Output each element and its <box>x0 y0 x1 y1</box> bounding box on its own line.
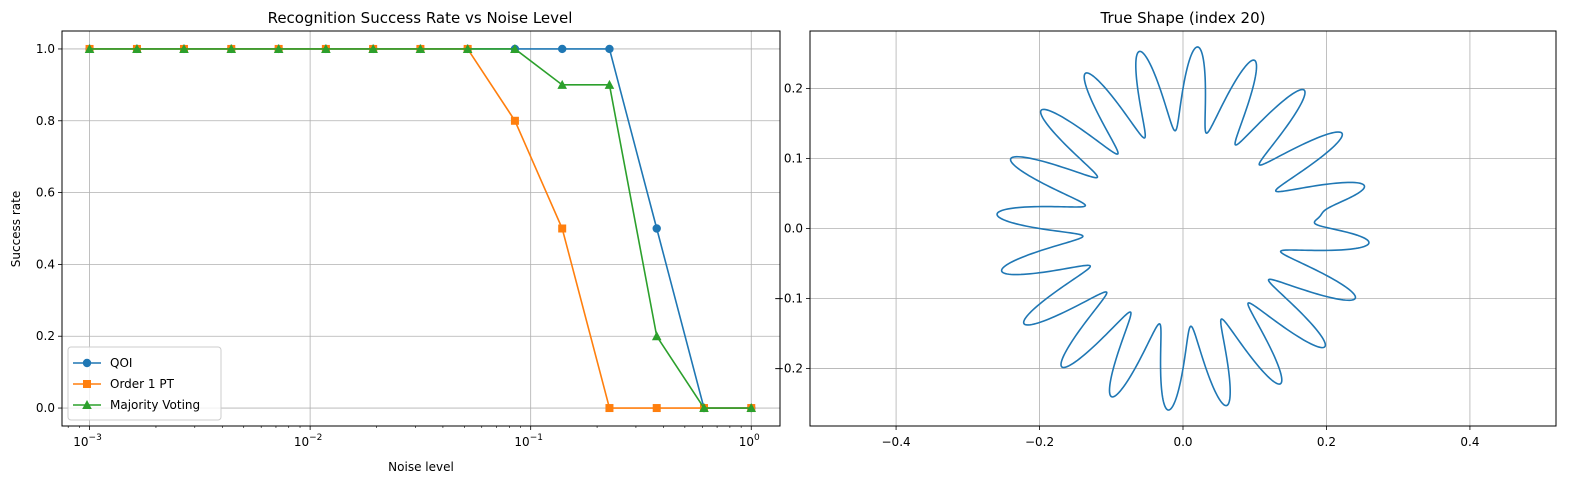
y-tick-label: 0.2 <box>36 329 55 343</box>
data-point-majority-voting <box>415 43 426 53</box>
y-tick-label: 0.1 <box>784 151 803 165</box>
x-tick-label: −0.4 <box>882 435 911 449</box>
data-point-majority-voting <box>651 331 662 341</box>
data-point-majority-voting <box>273 43 284 53</box>
x-tick-label: 10−2 <box>294 433 323 449</box>
data-point-order-1-pt <box>510 116 519 125</box>
legend-marker <box>82 358 92 368</box>
legend-label: Majority Voting <box>110 398 200 412</box>
right-tick-labels: −0.4 −0.2 0.0 0.2 0.4 −0.2 −0.1 0.0 0.1 0.2 <box>774 81 1480 449</box>
data-point-qoi <box>605 44 614 54</box>
data-point-order-1-pt <box>605 404 614 413</box>
right-chart: True Shape (index 20) −0.4 −0.2 0.0 0.2 0.4−… <box>774 9 1557 449</box>
y-tick-label: 0.0 <box>784 222 803 236</box>
y-tick-label: 0.8 <box>36 114 55 128</box>
y-tick-label: 0.0 <box>36 401 55 415</box>
x-tick-label: 0.4 <box>1460 435 1479 449</box>
left-chart-title: Recognition Success Rate vs Noise Level <box>268 9 573 27</box>
left-y-axis-label: Success rate <box>9 191 23 268</box>
x-tick-label: 0.0 <box>1173 435 1192 449</box>
legend-box <box>67 346 222 421</box>
data-point-qoi <box>652 224 661 233</box>
legend-label: QOI <box>110 356 132 370</box>
data-point-qoi <box>557 44 567 54</box>
x-tick-exponent: −2 <box>309 433 322 443</box>
legend: QOI Order 1 PT Majority Voting <box>67 346 222 421</box>
shape-curve <box>996 46 1370 411</box>
y-tick-label: 0.6 <box>36 186 55 200</box>
left-x-axis-label: Noise level <box>388 460 454 474</box>
x-tick-label: 10−1 <box>514 433 543 449</box>
legend-entry-majority-voting: Majority Voting <box>73 398 200 412</box>
y-tick-label: 1.0 <box>36 42 55 56</box>
data-point-majority-voting <box>510 43 520 53</box>
legend-label: Order 1 PT <box>110 377 175 391</box>
data-point-majority-voting <box>604 79 615 89</box>
data-point-majority-voting <box>699 403 709 413</box>
data-point-majority-voting <box>462 43 473 53</box>
legend-entry-qoi: QOI <box>73 356 132 370</box>
x-tick-label: −0.2 <box>1025 435 1054 449</box>
x-tick-label: 0.2 <box>1317 435 1336 449</box>
x-tick-base: 10 <box>294 435 309 449</box>
y-tick-label: −0.1 <box>774 292 803 306</box>
left-series-group <box>84 43 757 413</box>
x-tick-base: 10 <box>739 435 754 449</box>
right-chart-title: True Shape (index 20) <box>1100 9 1266 27</box>
data-point-order-1-pt <box>652 404 661 413</box>
legend-entry-order-1-pt: Order 1 PT <box>73 377 175 391</box>
x-tick-label: 100 <box>739 433 760 449</box>
data-point-majority-voting <box>321 43 331 53</box>
data-point-majority-voting <box>226 43 237 53</box>
y-tick-label: 0.2 <box>784 81 803 95</box>
data-point-majority-voting <box>557 79 567 89</box>
x-tick-exponent: −3 <box>89 433 102 443</box>
x-tick-label: 10−3 <box>73 433 102 449</box>
data-point-majority-voting <box>746 403 757 413</box>
left-chart: Recognition Success Rate vs Noise Level … <box>9 9 781 474</box>
x-tick-exponent: −1 <box>530 433 543 443</box>
legend-marker <box>83 380 91 388</box>
x-tick-exponent: 0 <box>754 433 760 443</box>
y-tick-label: −0.2 <box>774 362 803 376</box>
y-tick-label: 0.4 <box>36 257 55 271</box>
left-plot-frame <box>61 30 781 427</box>
series-majority-voting <box>84 43 757 413</box>
legend-marker <box>82 400 92 409</box>
data-point-majority-voting <box>179 43 189 53</box>
data-point-majority-voting <box>84 43 95 53</box>
data-point-majority-voting <box>368 43 378 53</box>
data-point-majority-voting <box>132 43 142 53</box>
x-tick-base: 10 <box>73 435 88 449</box>
x-tick-base: 10 <box>514 435 529 449</box>
data-point-order-1-pt <box>558 224 567 233</box>
